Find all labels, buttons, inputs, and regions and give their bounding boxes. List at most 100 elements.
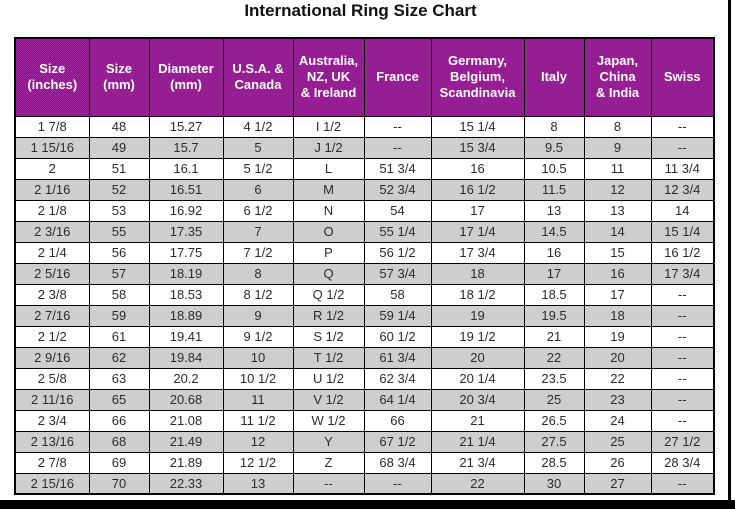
ring-size-table: Size (inches) Size (mm) Diameter (mm) U.S.A… <box>14 37 715 495</box>
table-cell: 16 <box>430 157 525 180</box>
table-cell: 70 <box>88 472 150 495</box>
table-cell: M <box>292 178 365 201</box>
table-cell: 15 1/4 <box>650 220 715 243</box>
table-cell: 17 3/4 <box>430 241 525 264</box>
table-cell: 16 1/2 <box>650 241 715 264</box>
table-cell: 21.08 <box>148 409 224 432</box>
table-cell: 23 <box>583 388 652 411</box>
table-cell: 9.5 <box>523 136 585 159</box>
table-cell: 27 <box>583 472 652 495</box>
table-cell: 21.89 <box>148 451 224 474</box>
table-cell: 58 <box>88 283 150 306</box>
table-cell: 22.33 <box>148 472 224 495</box>
table-row: 2 7/16 59 18.89 9 R 1/2 59 1/4 19 19.5 18 -- <box>14 304 715 327</box>
table-cell: -- <box>650 136 715 159</box>
table-cell: 2 7/8 <box>14 451 90 474</box>
table-cell: 7 <box>222 220 294 243</box>
table-cell: O <box>292 220 365 243</box>
right-border-line <box>728 0 731 509</box>
table-cell: -- <box>650 283 715 306</box>
table-cell: -- <box>650 115 715 138</box>
table-cell: 2 13/16 <box>14 430 90 453</box>
table-header: Size (inches) Size (mm) Diameter (mm) U.S.A… <box>14 37 715 117</box>
table-cell: 11 <box>222 388 294 411</box>
table-cell: 2 1/8 <box>14 199 90 222</box>
table-cell: 21 1/4 <box>430 430 525 453</box>
table-cell: 9 <box>583 136 652 159</box>
column-header: Japan, China & India <box>583 37 652 117</box>
table-row: 1 7/8 48 15.27 4 1/2 I 1/2 -- 15 1/4 8 8 -- <box>14 115 715 138</box>
table-cell: Q <box>292 262 365 285</box>
table-cell: 7 1/2 <box>222 241 294 264</box>
header-row: Size (inches) Size (mm) Diameter (mm) U.S.A… <box>14 37 715 117</box>
table-cell: 16 <box>523 241 585 264</box>
column-header: Italy <box>523 37 585 117</box>
table-cell: Q 1/2 <box>292 283 365 306</box>
table-row: 2 3/8 58 18.53 8 1/2 Q 1/2 58 18 1/2 18.5 17 -- <box>14 283 715 306</box>
table-cell: 19 <box>430 304 525 327</box>
column-header: Diameter (mm) <box>148 37 224 117</box>
table-cell: 28.5 <box>523 451 585 474</box>
table-cell: 23.5 <box>523 367 585 390</box>
table-cell: 69 <box>88 451 150 474</box>
table-cell: L <box>292 157 365 180</box>
table-cell: 20.68 <box>148 388 224 411</box>
table-cell: 2 11/16 <box>14 388 90 411</box>
table-cell: -- <box>363 136 432 159</box>
table-cell: 30 <box>523 472 585 495</box>
table-cell: 57 <box>88 262 150 285</box>
table-cell: 10.5 <box>523 157 585 180</box>
table-cell: 53 <box>88 199 150 222</box>
table-cell: 56 <box>88 241 150 264</box>
table-cell: 18 <box>583 304 652 327</box>
column-header: Size (mm) <box>88 37 150 117</box>
table-cell: 11 3/4 <box>650 157 715 180</box>
table-cell: 18.19 <box>148 262 224 285</box>
table-cell: -- <box>650 472 715 495</box>
table-cell: 68 <box>88 430 150 453</box>
table-cell: 16 1/2 <box>430 178 525 201</box>
table-cell: Z <box>292 451 365 474</box>
table-cell: 61 <box>88 325 150 348</box>
table-cell: -- <box>650 304 715 327</box>
table-cell: 8 <box>222 262 294 285</box>
table-cell: 13 <box>523 199 585 222</box>
table-cell: 9 1/2 <box>222 325 294 348</box>
table-cell: 61 3/4 <box>363 346 432 369</box>
column-header: Size (inches) <box>14 37 90 117</box>
table-cell: 5 <box>222 136 294 159</box>
table-cell: 51 3/4 <box>363 157 432 180</box>
table-cell: 4 1/2 <box>222 115 294 138</box>
table-cell: 55 1/4 <box>363 220 432 243</box>
table-cell: 17 3/4 <box>650 262 715 285</box>
table-cell: 52 3/4 <box>363 178 432 201</box>
table-cell: 15 1/4 <box>430 115 525 138</box>
table-cell: 17 <box>523 262 585 285</box>
table-cell: 15 <box>583 241 652 264</box>
table-row: 2 5/8 63 20.2 10 1/2 U 1/2 62 3/4 20 1/4 23.5 22… <box>14 367 715 390</box>
table-cell: 20 <box>430 346 525 369</box>
table-cell: 52 <box>88 178 150 201</box>
table-cell: 10 <box>222 346 294 369</box>
table-cell: 18.89 <box>148 304 224 327</box>
table-cell: 56 1/2 <box>363 241 432 264</box>
table-cell: -- <box>650 367 715 390</box>
table-cell: -- <box>363 472 432 495</box>
column-header: Germany, Belgium, Scandinavia <box>430 37 525 117</box>
table-row: 2 7/8 69 21.89 12 1/2 Z 68 3/4 21 3/4 28.5 26 28 … <box>14 451 715 474</box>
table-cell: 60 1/2 <box>363 325 432 348</box>
table-cell: 28 3/4 <box>650 451 715 474</box>
table-row: 2 3/16 55 17.35 7 O 55 1/4 17 1/4 14.5 14 15 1/4 <box>14 220 715 243</box>
ring-size-table-container: Size (inches) Size (mm) Diameter (mm) U.S.A… <box>14 37 715 495</box>
table-cell: 66 <box>363 409 432 432</box>
table-cell: 22 <box>523 346 585 369</box>
table-cell: 2 3/8 <box>14 283 90 306</box>
table-cell: 55 <box>88 220 150 243</box>
table-cell: 59 <box>88 304 150 327</box>
table-cell: 6 1/2 <box>222 199 294 222</box>
table-cell: 48 <box>88 115 150 138</box>
table-cell: 13 <box>222 472 294 495</box>
table-cell: R 1/2 <box>292 304 365 327</box>
table-row: 2 51 16.1 5 1/2 L 51 3/4 16 10.5 11 11 3/4 <box>14 157 715 180</box>
table-row: 2 11/16 65 20.68 11 V 1/2 64 1/4 20 3/4 25 23 -- <box>14 388 715 411</box>
